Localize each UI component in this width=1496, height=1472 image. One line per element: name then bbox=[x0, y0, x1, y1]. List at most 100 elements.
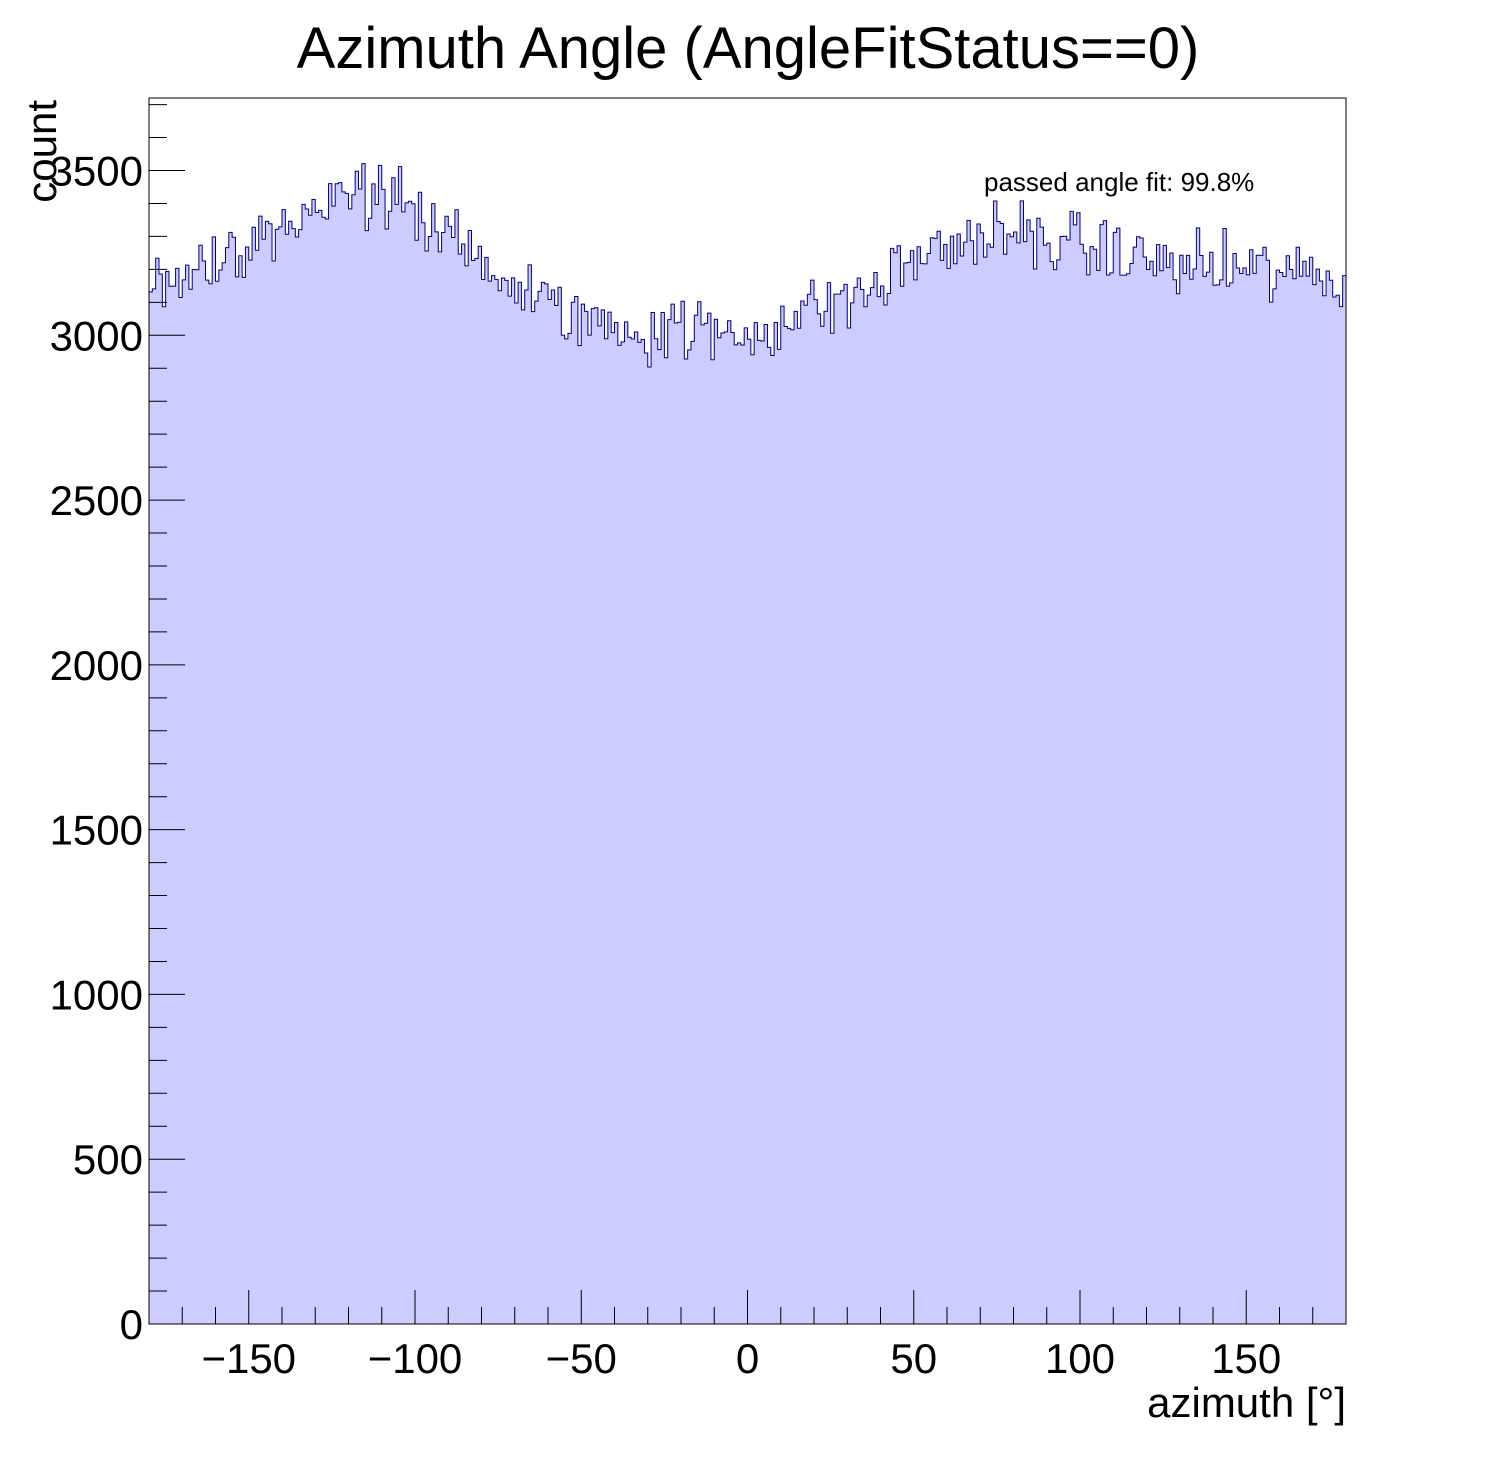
histogram-bar bbox=[1016, 242, 1021, 1324]
histogram-bar bbox=[651, 312, 655, 1324]
histogram-bar bbox=[990, 247, 994, 1324]
histogram-bar bbox=[920, 263, 925, 1324]
histogram-bar bbox=[804, 305, 808, 1324]
histogram-bar bbox=[996, 221, 1001, 1325]
plot-frame bbox=[148, 97, 1347, 1325]
histogram-bar bbox=[611, 332, 615, 1324]
histogram-bar bbox=[807, 294, 812, 1324]
histogram-bar bbox=[631, 339, 635, 1324]
histogram-bar bbox=[770, 355, 775, 1325]
histogram-bar bbox=[431, 203, 436, 1324]
histogram-bar bbox=[155, 258, 160, 1325]
histogram-bar bbox=[351, 194, 356, 1324]
histogram-bar bbox=[1136, 236, 1141, 1324]
histogram-bar bbox=[986, 244, 991, 1324]
histogram-bar bbox=[265, 221, 270, 1324]
histogram-bar bbox=[458, 254, 462, 1324]
histogram-bar bbox=[478, 246, 482, 1325]
histogram-bar bbox=[1189, 279, 1194, 1325]
histogram-bar bbox=[278, 226, 283, 1325]
histogram-bar bbox=[1126, 273, 1131, 1324]
histogram-bar bbox=[1226, 286, 1231, 1325]
histogram-bar bbox=[1000, 223, 1004, 1324]
histogram-bar bbox=[1279, 272, 1284, 1324]
histogram-bar bbox=[900, 286, 905, 1324]
histogram-bar bbox=[1296, 247, 1300, 1324]
histogram-bar bbox=[1299, 276, 1304, 1324]
histogram-bar bbox=[561, 335, 566, 1324]
histogram-bar bbox=[541, 282, 546, 1324]
histogram-bar bbox=[152, 288, 157, 1325]
histogram-bar bbox=[574, 296, 579, 1324]
histogram-bar bbox=[966, 220, 971, 1325]
histogram-bar bbox=[1063, 236, 1068, 1324]
histogram-bar bbox=[1272, 288, 1277, 1324]
histogram-bar bbox=[471, 260, 476, 1325]
histogram-bar bbox=[335, 183, 339, 1324]
histogram-bar bbox=[398, 166, 403, 1324]
histogram-bar bbox=[1186, 255, 1191, 1324]
histogram-bar bbox=[315, 212, 319, 1324]
histogram-bar bbox=[963, 242, 968, 1325]
histogram-bar bbox=[438, 251, 442, 1324]
histogram-bar bbox=[358, 188, 363, 1325]
histogram-bar bbox=[897, 245, 901, 1325]
histogram-bar bbox=[421, 222, 426, 1325]
histogram-bar bbox=[1199, 255, 1204, 1324]
histogram-bar bbox=[724, 331, 728, 1325]
histogram-bar bbox=[1003, 254, 1008, 1325]
histogram-bar bbox=[740, 344, 745, 1325]
histogram-bar bbox=[534, 301, 539, 1324]
histogram-bar bbox=[378, 165, 383, 1324]
histogram-bar bbox=[780, 306, 785, 1325]
histogram-bar bbox=[1123, 275, 1127, 1324]
histogram-bar bbox=[381, 189, 386, 1324]
histogram-bar bbox=[308, 215, 313, 1325]
histogram-bar bbox=[890, 248, 895, 1324]
histogram-bar bbox=[707, 313, 712, 1324]
histogram-bar bbox=[301, 204, 306, 1324]
histogram-bar bbox=[604, 338, 609, 1324]
histogram-bar bbox=[341, 191, 346, 1324]
histogram-bar bbox=[1203, 276, 1207, 1324]
histogram-bar bbox=[198, 245, 203, 1325]
histogram-bar bbox=[1179, 255, 1184, 1324]
histogram-bar bbox=[1106, 275, 1111, 1324]
histogram-bar bbox=[248, 260, 253, 1325]
histogram-bar bbox=[843, 284, 848, 1324]
histogram-bar bbox=[338, 182, 343, 1325]
histogram-bar bbox=[1326, 270, 1330, 1325]
histogram-bar bbox=[1096, 270, 1101, 1324]
histogram-bar bbox=[956, 233, 961, 1325]
histogram-bar bbox=[777, 349, 782, 1324]
histogram-bar bbox=[212, 236, 216, 1324]
histogram-bar bbox=[1013, 232, 1018, 1324]
histogram-bar bbox=[744, 327, 748, 1325]
histogram-bar bbox=[584, 311, 589, 1324]
histogram-bar bbox=[1169, 253, 1174, 1324]
histogram-bar bbox=[601, 309, 605, 1324]
histogram-bar bbox=[538, 291, 542, 1325]
histogram-bar bbox=[285, 234, 290, 1324]
histogram-bar bbox=[325, 218, 329, 1325]
histogram-bar bbox=[434, 231, 439, 1325]
histogram-bar bbox=[454, 209, 459, 1325]
histogram-bar bbox=[810, 280, 815, 1324]
histogram-bar bbox=[827, 282, 832, 1324]
histogram-bar bbox=[737, 342, 742, 1324]
histogram-bar bbox=[242, 277, 246, 1325]
histogram-bar bbox=[235, 276, 240, 1325]
histogram-bar bbox=[288, 221, 293, 1324]
histogram-bar bbox=[444, 216, 449, 1324]
histogram-bar bbox=[1066, 239, 1071, 1325]
histogram-bar bbox=[863, 306, 868, 1324]
histogram-bar bbox=[215, 281, 220, 1325]
y-tick-label: 3000 bbox=[50, 312, 143, 359]
histogram-bar bbox=[424, 251, 429, 1324]
histogram-bar bbox=[1302, 261, 1307, 1325]
histogram-bar bbox=[917, 246, 921, 1325]
histogram-bar bbox=[700, 324, 705, 1324]
histogram-bar bbox=[1282, 276, 1287, 1324]
histogram-bar bbox=[464, 265, 469, 1325]
histogram-bar bbox=[800, 301, 805, 1324]
